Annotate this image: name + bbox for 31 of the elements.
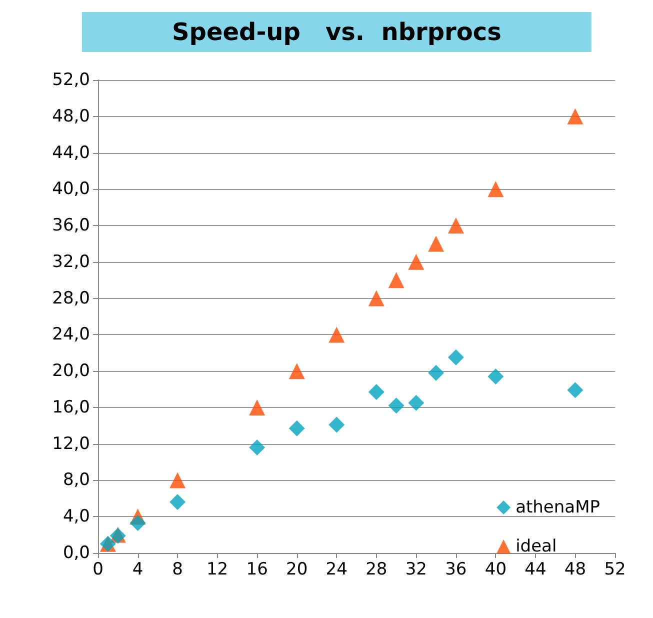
- y-tick-label: 16,0: [52, 397, 90, 418]
- y-tick-label: 24,0: [52, 324, 90, 345]
- x-tick-label: 8: [172, 560, 183, 580]
- x-tick-label: 28: [366, 560, 388, 580]
- y-tick-label: 40,0: [52, 179, 90, 200]
- y-tick-label: 48,0: [52, 106, 90, 126]
- x-tick-label: 24: [326, 560, 348, 580]
- x-tick-label: 44: [524, 560, 546, 580]
- x-tick-label: 32: [405, 560, 427, 580]
- y-tick-label: 4,0: [62, 506, 90, 527]
- x-tick-label: 48: [564, 560, 586, 580]
- y-tick-label: 44,0: [52, 142, 90, 163]
- x-tick-label: 36: [445, 560, 467, 580]
- y-tick-label: 52,0: [52, 70, 90, 90]
- y-tick-label: 28,0: [52, 288, 90, 308]
- x-tick-label: 20: [286, 560, 308, 580]
- y-tick-label: 20,0: [52, 361, 90, 382]
- legend-label: athenaMP: [516, 498, 600, 518]
- y-tick-label: 36,0: [52, 216, 90, 236]
- x-tick-label: 4: [132, 560, 144, 580]
- x-tick-label: 0: [92, 560, 104, 580]
- y-tick-label: 0,0: [62, 543, 90, 563]
- x-tick-label: 12: [206, 560, 228, 580]
- x-tick-label: 40: [484, 560, 507, 580]
- y-tick-label: 12,0: [52, 434, 90, 454]
- chart-title: Speed-up vs. nbrprocs: [172, 18, 502, 46]
- y-tick-label: 32,0: [52, 252, 90, 272]
- x-tick-label: 16: [246, 560, 268, 580]
- legend-label: ideal: [516, 536, 557, 556]
- y-tick-label: 8,0: [62, 470, 90, 490]
- x-tick-label: 52: [604, 560, 626, 580]
